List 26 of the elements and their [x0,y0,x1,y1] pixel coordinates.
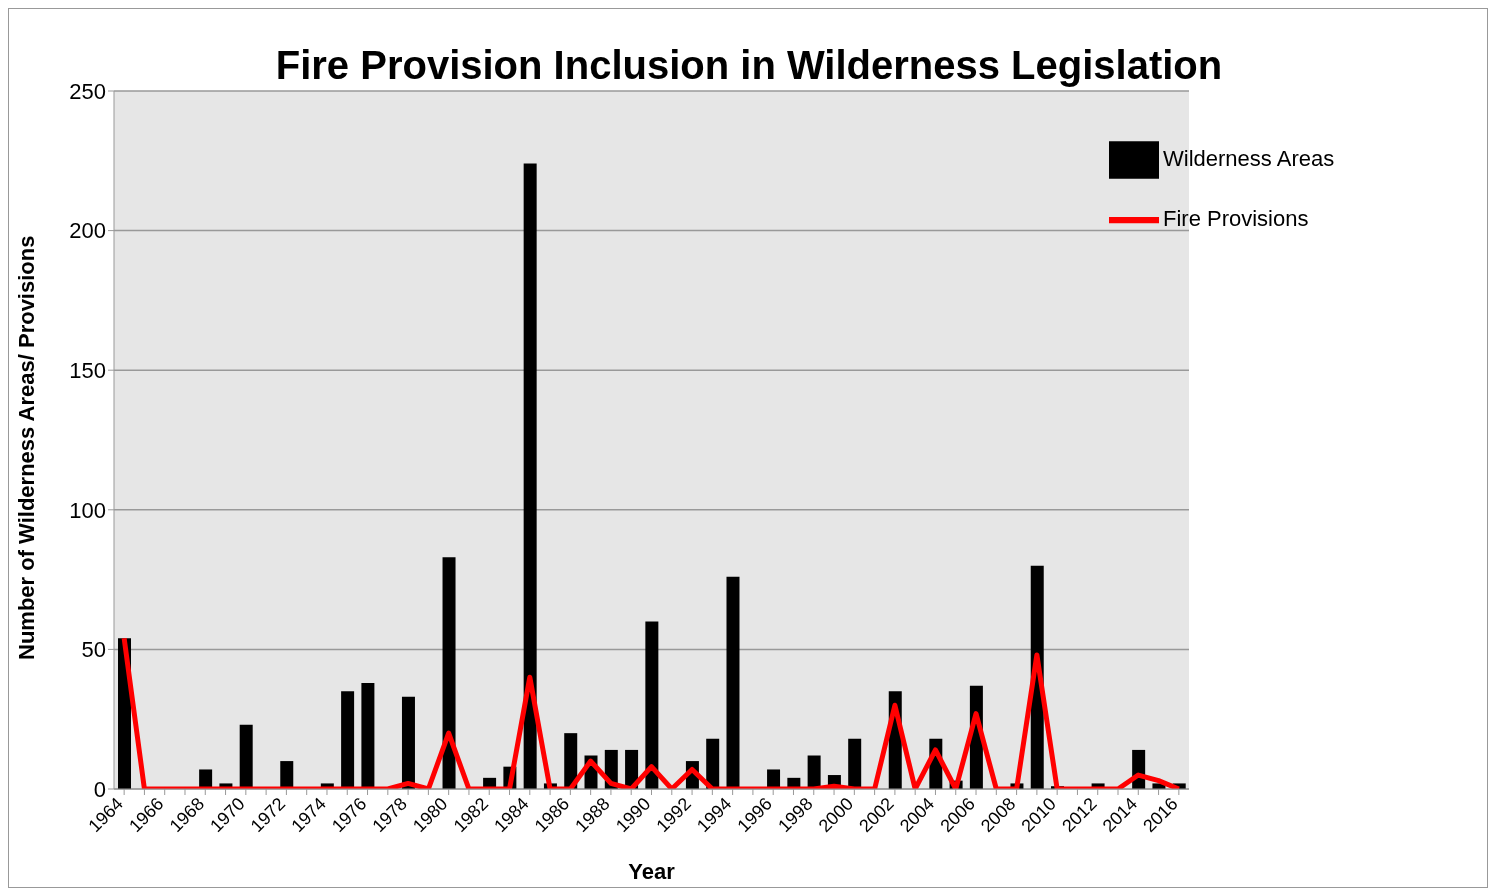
bar [341,691,355,789]
bar [706,738,720,789]
legend-label: Wilderness Areas [1163,146,1335,171]
bar [767,769,781,789]
bar [442,557,456,789]
bar [280,761,294,789]
bar [401,696,415,789]
chart-title: Fire Provision Inclusion in Wilderness Legislation [275,43,1223,87]
y-tick-label: 50 [81,637,106,663]
bar [239,724,253,789]
y-tick-label: 100 [69,497,106,523]
bar [199,769,213,789]
bar [564,733,578,789]
bar [361,682,375,789]
y-tick-label: 200 [69,218,106,244]
x-axis-title: Year [628,859,676,884]
y-tick-label: 150 [69,358,106,384]
bar [848,738,862,789]
y-tick-label: 0 [93,776,106,802]
bar [726,576,740,789]
legend-label: Fire Provisions [1163,206,1309,231]
bar [645,621,659,789]
bar [807,755,821,789]
bar [523,163,537,789]
y-axis-title: Number of Wilderness Areas/ Provisions [13,235,39,660]
y-tick-label: 250 [69,78,106,104]
